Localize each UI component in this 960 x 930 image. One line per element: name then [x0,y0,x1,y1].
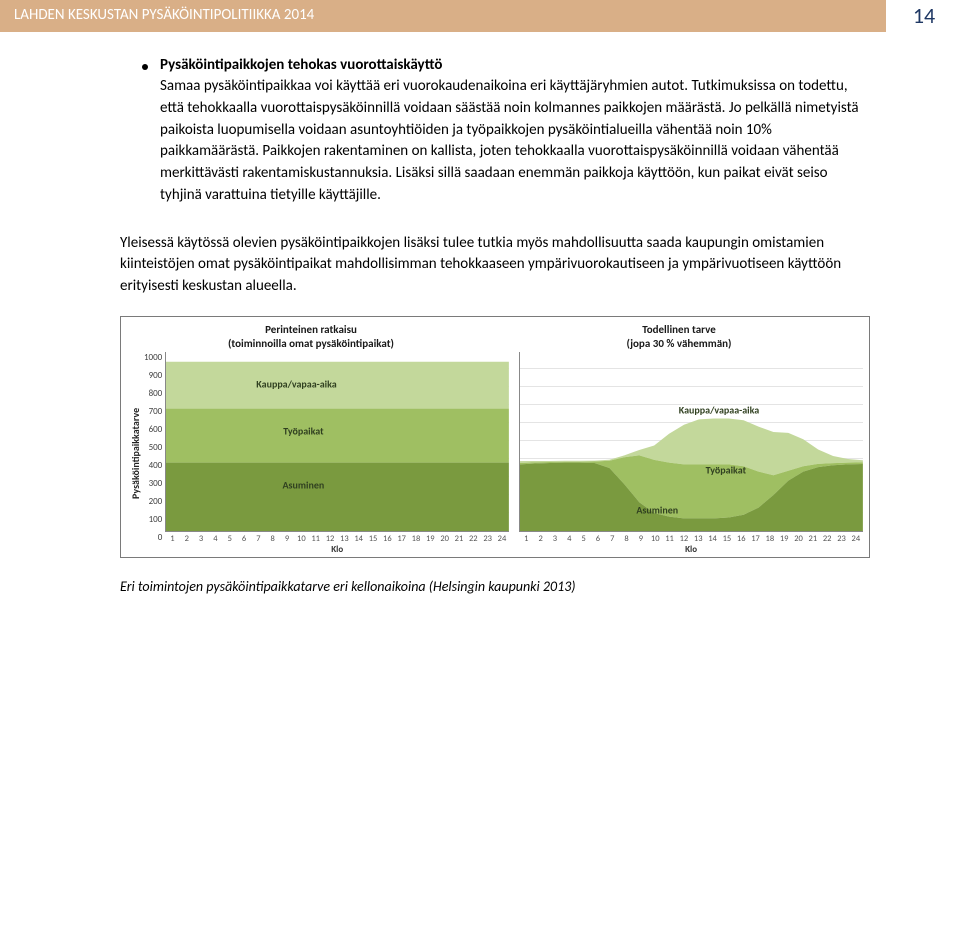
chart-titles: Perinteinen ratkaisu (toiminnoilla omat … [127,323,863,351]
plot-left: Kauppa/vapaa-aikaTyöpaikatAsuminen [165,352,509,532]
bullet-body: Samaa pysäköintipaikkaa voi käyttää eri … [160,76,870,207]
header-title: LAHDEN KESKUSTAN PYSÄKÖINTIPOLITIIKKA 20… [0,0,886,32]
x-axis-left: 123456789101112131415161718192021222324 [165,532,509,544]
bullet-dot-icon [142,64,148,70]
plot-right: Kauppa/vapaa-aikaTyöpaikatAsuminen [519,352,863,532]
x-axis-label-right: Klo [519,544,863,555]
figure-caption: Eri toimintojen pysäköintipaikkatarve er… [120,578,870,595]
y-axis-label: Pysäköintipaikkatarve [127,352,144,555]
page-content: Pysäköintipaikkojen tehokas vuorottaiskä… [0,56,960,595]
chart-title-right: Todellinen tarve (jopa 30 % vähemmän) [513,323,844,351]
header-bar: LAHDEN KESKUSTAN PYSÄKÖINTIPOLITIIKKA 20… [0,0,960,32]
chart-title-left: Perinteinen ratkaisu (toiminnoilla omat … [145,323,476,351]
bullet-block: Pysäköintipaikkojen tehokas vuorottaiskä… [120,56,870,207]
x-axis-right: 123456789101112131415161718192021222324 [519,532,863,544]
page-number: 14 [886,0,960,32]
bullet-title: Pysäköintipaikkojen tehokas vuorottaiskä… [160,56,442,74]
chart-frame: Perinteinen ratkaisu (toiminnoilla omat … [120,316,870,559]
paragraph: Yleisessä käytössä olevien pysäköintipai… [120,233,870,298]
x-axis-label-left: Klo [165,544,509,555]
y-axis-ticks: 10009008007006005004003002001000 [144,352,165,555]
